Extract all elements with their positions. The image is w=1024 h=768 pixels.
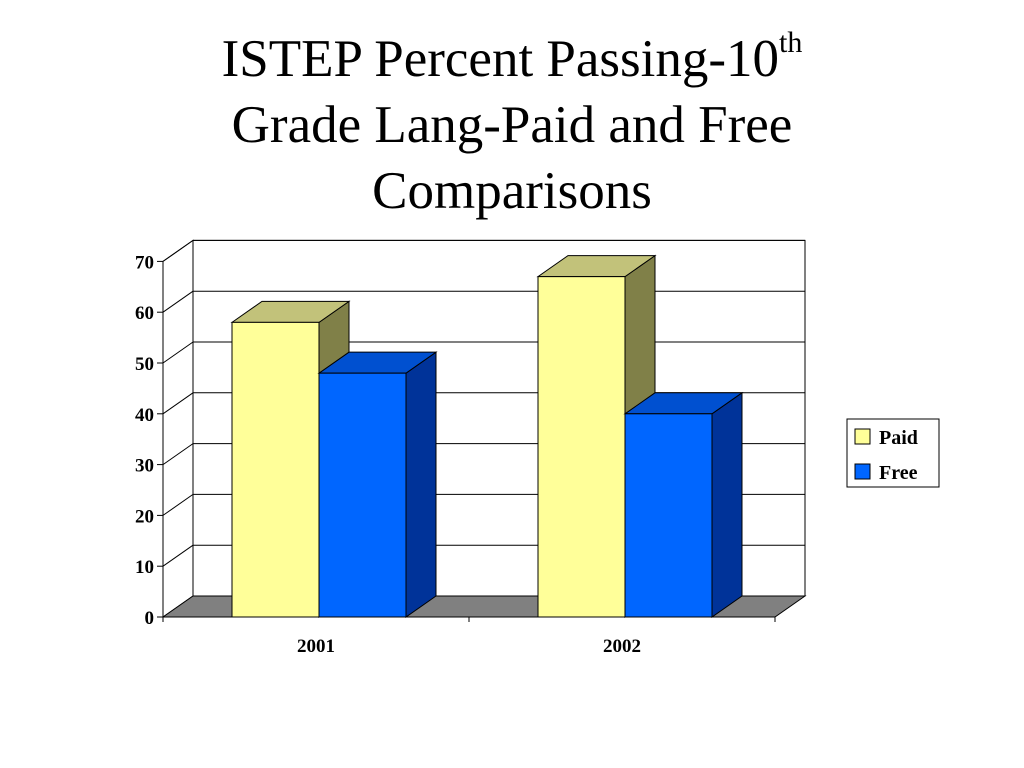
title-line-3: Comparisons [372,162,652,220]
bar-front [537,276,626,618]
chart-axes: 0 10 20 30 40 50 60 70 2001 2002 [135,252,776,657]
bar-front [318,372,407,618]
legend-label-free: Free [879,462,918,484]
gridline-side [162,290,194,313]
x-tick-label: 2001 [297,636,335,657]
y-tick-label: 50 [135,354,154,375]
y-tick-label: 0 [145,608,155,629]
bar-free-2001 [317,351,438,618]
y-tick-label: 40 [135,405,154,426]
bar-free-2002 [623,391,744,618]
title-line-1: ISTEP Percent Passing-10th [62,26,962,92]
bar-front [231,321,320,618]
y-tick-label: 30 [135,456,154,477]
y-tick-label: 70 [135,252,154,273]
title-line-2: Grade Lang-Paid and Free [231,96,793,154]
bar-side [405,351,437,618]
slide-title: ISTEP Percent Passing-10th Grade Lang-Pa… [62,26,962,224]
bar-side [711,391,743,618]
chart-bars [230,254,744,618]
side-wall [162,239,194,618]
title-line-1-superscript: th [779,26,803,59]
gridline-side [162,544,194,567]
y-tick-label: 20 [135,506,154,527]
bar-front [624,413,713,618]
gridline-side [162,239,194,262]
gridline-side [162,493,194,516]
title-line-1-main: ISTEP Percent Passing-10 [221,30,780,88]
gridline-side [162,392,194,415]
gridline-side [162,341,194,364]
x-tick-label: 2002 [603,636,641,657]
legend-swatch-paid [854,428,871,445]
gridline-side [162,443,194,466]
y-tick-label: 10 [135,557,154,578]
legend-swatch-free [854,463,871,480]
y-tick-label: 60 [135,303,154,324]
chart-legend: Paid Free [846,418,940,488]
legend-label-paid: Paid [879,427,918,449]
